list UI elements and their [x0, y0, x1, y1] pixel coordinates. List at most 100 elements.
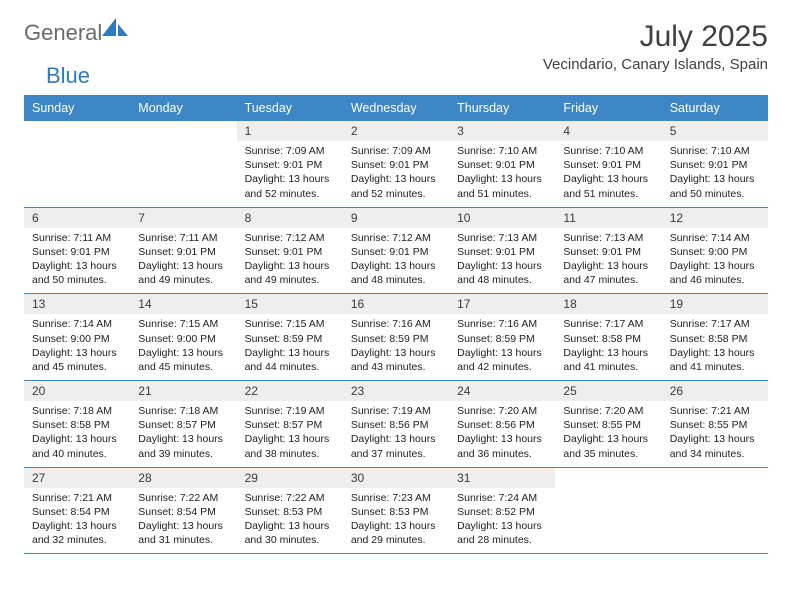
sunset-text: Sunset: 9:00 PM [138, 332, 228, 346]
day-data: Sunrise: 7:20 AMSunset: 8:56 PMDaylight:… [449, 401, 555, 467]
sunset-text: Sunset: 8:59 PM [245, 332, 335, 346]
sunset-text: Sunset: 8:53 PM [245, 505, 335, 519]
sunset-text: Sunset: 9:01 PM [563, 245, 653, 259]
day-number: 28 [130, 468, 236, 488]
day-number: 3 [449, 121, 555, 141]
sunrise-text: Sunrise: 7:14 AM [32, 317, 122, 331]
day-data: Sunrise: 7:19 AMSunset: 8:57 PMDaylight:… [237, 401, 343, 467]
sunset-text: Sunset: 8:54 PM [32, 505, 122, 519]
sunrise-text: Sunrise: 7:12 AM [245, 231, 335, 245]
day-number: 11 [555, 208, 661, 228]
sunset-text: Sunset: 8:55 PM [670, 418, 760, 432]
weekday-header: Sunday [24, 95, 130, 121]
calendar-week-row: 27Sunrise: 7:21 AMSunset: 8:54 PMDayligh… [24, 467, 768, 554]
day-data: Sunrise: 7:09 AMSunset: 9:01 PMDaylight:… [343, 141, 449, 207]
sunset-text: Sunset: 9:01 PM [351, 158, 441, 172]
sunrise-text: Sunrise: 7:23 AM [351, 491, 441, 505]
daylight-text: Daylight: 13 hours and 45 minutes. [138, 346, 228, 374]
day-data: Sunrise: 7:10 AMSunset: 9:01 PMDaylight:… [662, 141, 768, 207]
calendar-day-cell: 7Sunrise: 7:11 AMSunset: 9:01 PMDaylight… [130, 207, 236, 294]
daylight-text: Daylight: 13 hours and 50 minutes. [670, 172, 760, 200]
calendar-day-cell [555, 467, 661, 554]
sunrise-text: Sunrise: 7:16 AM [351, 317, 441, 331]
day-number: 16 [343, 294, 449, 314]
sunset-text: Sunset: 9:01 PM [138, 245, 228, 259]
sunset-text: Sunset: 9:01 PM [245, 158, 335, 172]
day-number: 7 [130, 208, 236, 228]
sunrise-text: Sunrise: 7:18 AM [32, 404, 122, 418]
sunrise-text: Sunrise: 7:21 AM [32, 491, 122, 505]
day-number: 27 [24, 468, 130, 488]
day-data: Sunrise: 7:09 AMSunset: 9:01 PMDaylight:… [237, 141, 343, 207]
weekday-header: Thursday [449, 95, 555, 121]
sunset-text: Sunset: 8:54 PM [138, 505, 228, 519]
daylight-text: Daylight: 13 hours and 51 minutes. [563, 172, 653, 200]
day-number: 30 [343, 468, 449, 488]
calendar-week-row: 1Sunrise: 7:09 AMSunset: 9:01 PMDaylight… [24, 121, 768, 207]
sunrise-text: Sunrise: 7:22 AM [138, 491, 228, 505]
sunrise-text: Sunrise: 7:17 AM [670, 317, 760, 331]
calendar-day-cell: 5Sunrise: 7:10 AMSunset: 9:01 PMDaylight… [662, 121, 768, 207]
day-data: Sunrise: 7:14 AMSunset: 9:00 PMDaylight:… [662, 228, 768, 294]
day-data: Sunrise: 7:15 AMSunset: 8:59 PMDaylight:… [237, 314, 343, 380]
calendar-day-cell: 8Sunrise: 7:12 AMSunset: 9:01 PMDaylight… [237, 207, 343, 294]
sunset-text: Sunset: 9:01 PM [670, 158, 760, 172]
sunset-text: Sunset: 8:55 PM [563, 418, 653, 432]
calendar-day-cell: 2Sunrise: 7:09 AMSunset: 9:01 PMDaylight… [343, 121, 449, 207]
daylight-text: Daylight: 13 hours and 48 minutes. [351, 259, 441, 287]
sunrise-text: Sunrise: 7:09 AM [245, 144, 335, 158]
title-block: July 2025 Vecindario, Canary Islands, Sp… [543, 20, 768, 73]
sunset-text: Sunset: 9:01 PM [457, 245, 547, 259]
calendar-day-cell: 6Sunrise: 7:11 AMSunset: 9:01 PMDaylight… [24, 207, 130, 294]
sunrise-text: Sunrise: 7:19 AM [245, 404, 335, 418]
sunrise-text: Sunrise: 7:19 AM [351, 404, 441, 418]
calendar-day-cell: 21Sunrise: 7:18 AMSunset: 8:57 PMDayligh… [130, 381, 236, 468]
day-number: 15 [237, 294, 343, 314]
daylight-text: Daylight: 13 hours and 41 minutes. [670, 346, 760, 374]
sunset-text: Sunset: 8:57 PM [245, 418, 335, 432]
day-number: 21 [130, 381, 236, 401]
day-data: Sunrise: 7:16 AMSunset: 8:59 PMDaylight:… [343, 314, 449, 380]
calendar-day-cell: 18Sunrise: 7:17 AMSunset: 8:58 PMDayligh… [555, 294, 661, 381]
daylight-text: Daylight: 13 hours and 48 minutes. [457, 259, 547, 287]
sunrise-text: Sunrise: 7:16 AM [457, 317, 547, 331]
sunset-text: Sunset: 8:59 PM [457, 332, 547, 346]
sunrise-text: Sunrise: 7:10 AM [457, 144, 547, 158]
daylight-text: Daylight: 13 hours and 43 minutes. [351, 346, 441, 374]
calendar-day-cell: 9Sunrise: 7:12 AMSunset: 9:01 PMDaylight… [343, 207, 449, 294]
calendar-day-cell: 28Sunrise: 7:22 AMSunset: 8:54 PMDayligh… [130, 467, 236, 554]
day-number: 23 [343, 381, 449, 401]
sunset-text: Sunset: 9:00 PM [32, 332, 122, 346]
day-number: 20 [24, 381, 130, 401]
day-data: Sunrise: 7:16 AMSunset: 8:59 PMDaylight:… [449, 314, 555, 380]
day-data: Sunrise: 7:23 AMSunset: 8:53 PMDaylight:… [343, 488, 449, 554]
calendar-table: SundayMondayTuesdayWednesdayThursdayFrid… [24, 95, 768, 554]
calendar-week-row: 13Sunrise: 7:14 AMSunset: 9:00 PMDayligh… [24, 294, 768, 381]
day-data: Sunrise: 7:13 AMSunset: 9:01 PMDaylight:… [449, 228, 555, 294]
day-data: Sunrise: 7:21 AMSunset: 8:54 PMDaylight:… [24, 488, 130, 554]
weekday-header: Saturday [662, 95, 768, 121]
calendar-day-cell: 19Sunrise: 7:17 AMSunset: 8:58 PMDayligh… [662, 294, 768, 381]
day-number: 9 [343, 208, 449, 228]
calendar-day-cell: 10Sunrise: 7:13 AMSunset: 9:01 PMDayligh… [449, 207, 555, 294]
day-data: Sunrise: 7:13 AMSunset: 9:01 PMDaylight:… [555, 228, 661, 294]
day-number: 19 [662, 294, 768, 314]
calendar-week-row: 6Sunrise: 7:11 AMSunset: 9:01 PMDaylight… [24, 207, 768, 294]
sunset-text: Sunset: 9:01 PM [32, 245, 122, 259]
day-number: 31 [449, 468, 555, 488]
weekday-header: Wednesday [343, 95, 449, 121]
calendar-page: General July 2025 Vecindario, Canary Isl… [0, 0, 792, 574]
brand-logo: General [24, 20, 130, 46]
sunrise-text: Sunrise: 7:24 AM [457, 491, 547, 505]
weekday-header: Friday [555, 95, 661, 121]
calendar-day-cell: 15Sunrise: 7:15 AMSunset: 8:59 PMDayligh… [237, 294, 343, 381]
sunrise-text: Sunrise: 7:12 AM [351, 231, 441, 245]
day-data: Sunrise: 7:12 AMSunset: 9:01 PMDaylight:… [343, 228, 449, 294]
daylight-text: Daylight: 13 hours and 51 minutes. [457, 172, 547, 200]
day-number: 17 [449, 294, 555, 314]
sunrise-text: Sunrise: 7:09 AM [351, 144, 441, 158]
daylight-text: Daylight: 13 hours and 52 minutes. [351, 172, 441, 200]
daylight-text: Daylight: 13 hours and 49 minutes. [138, 259, 228, 287]
calendar-day-cell: 1Sunrise: 7:09 AMSunset: 9:01 PMDaylight… [237, 121, 343, 207]
day-data: Sunrise: 7:10 AMSunset: 9:01 PMDaylight:… [555, 141, 661, 207]
